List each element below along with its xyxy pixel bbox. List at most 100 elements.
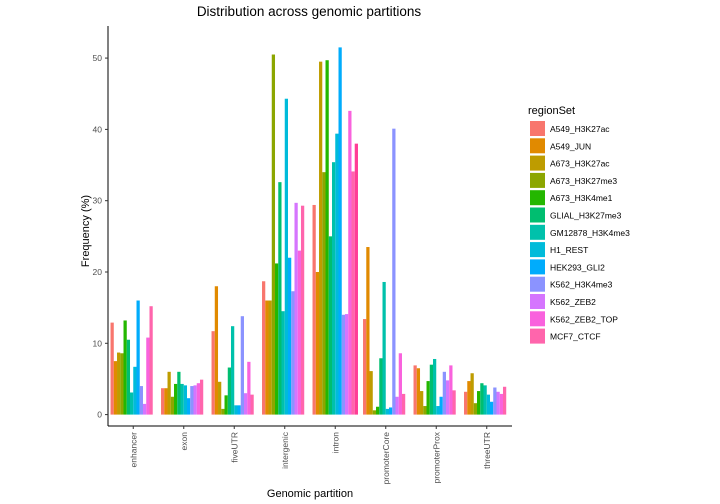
bar-fiveUTR-GLIAL_H3K27me3 [227,367,232,415]
bar-promoterCore-H1_REST [385,408,389,415]
legend-swatch [530,259,545,275]
bar-promoterProx-H1_REST [436,406,440,415]
bar-enhancer-H1_REST [133,366,137,415]
bar-exon-A673_H3K27me3 [170,396,175,415]
bar-enhancer-MCF7_CTCF [149,306,153,415]
bar-intron-MCF7_CTCF_b [354,143,358,415]
bar-intron-A549_JUN [315,271,320,415]
bar-exon-A673_H3K4me1 [174,383,178,415]
bar-promoterProx-A673_H3K27me3 [423,406,427,415]
legend-swatch [530,311,545,327]
bar-exon-A673_H3K27ac [167,371,171,415]
bars-layer [110,47,507,415]
bar-fiveUTR-HEK293_GLI2 [237,405,241,415]
bar-intron-K562_ZEB2 [344,314,349,415]
bar-enhancer-A673_H3K27me3 [120,353,124,415]
bar-fiveUTR-A549_H3K27ac [211,331,215,415]
legend-label: A673_H3K27me3 [550,176,617,186]
legend-swatch [530,172,545,188]
bar-promoterCore-K562_ZEB2 [395,396,399,415]
legend-swatch [530,138,545,154]
bar-exon-HEK293_GLI2 [187,398,191,415]
bar-intergenic-MCF7_CTCF [300,205,305,415]
bar-enhancer-GM12878_H3K4me3 [130,392,134,415]
legend-swatch [530,242,545,258]
x-tick-label: promoterProx [431,431,441,483]
bar-intron-HEK293_GLI2 [338,47,342,415]
bar-promoterCore-GLIAL_H3K27me3 [379,358,383,415]
bar-intergenic-A673_H3K27me3 [271,54,276,415]
bar-intron-A549_H3K27ac [312,204,316,415]
bar-promoterProx-A673_H3K27ac [420,391,424,415]
legend: A549_H3K27ac A549_JUN A673_H3K27ac A673_H3K… [530,121,630,344]
bar-enhancer-K562_ZEB2 [142,403,147,415]
legend-label: A549_JUN [550,141,591,151]
bar-promoterCore-A673_H3K27ac [369,371,373,415]
y-tick-label: 40 [93,124,103,134]
y-axis-title: Frequency (%) [80,195,92,267]
y-tick-label: 10 [93,338,103,348]
legend-swatch [530,155,545,171]
x-tick-label: enhancer [128,432,138,468]
bar-threeUTR-A673_H3K27me3 [473,403,478,415]
bar-promoterCore-K562_H3K4me3 [392,128,396,415]
bar-intron-H1_REST [335,133,339,415]
bar-fiveUTR-A549_JUN [214,286,219,415]
legend-label: K562_ZEB2 [550,297,596,307]
axes-layer: 0 10 20 30 40 50 enhancer exon fiveUTR intergenic… [93,26,512,484]
bar-intron-K562_H3K4me3 [341,314,345,415]
bar-enhancer-A549_JUN [113,361,118,415]
bar-threeUTR-A549_H3K27ac [464,391,468,415]
x-tick-label: exon [179,432,189,451]
bar-promoterProx-A549_H3K27ac [413,365,417,415]
bar-threeUTR-A673_H3K4me1 [477,391,481,415]
bar-fiveUTR-A673_H3K4me1 [224,395,228,415]
bar-threeUTR-MCF7_CTCF [502,386,507,415]
bar-exon-H1_REST [183,385,187,415]
bar-exon-K562_ZEB2 [193,385,197,415]
legend-label: A549_H3K27ac [550,124,610,134]
bar-intergenic-A673_H3K4me1 [275,263,279,415]
bar-exon-GLIAL_H3K27me3 [177,371,181,415]
bar-intergenic-GLIAL_H3K27me3 [278,182,282,415]
bar-fiveUTR-A673_H3K27me3 [221,408,225,415]
y-tick-label: 30 [93,196,103,206]
bar-threeUTR-H1_REST [486,394,490,415]
legend-title: regionSet [528,105,575,117]
legend-label: MCF7_CTCF [550,332,601,342]
bar-threeUTR-A549_JUN [467,381,471,415]
bar-fiveUTR-MCF7_CTCF [250,394,254,415]
bar-intergenic-A549_JUN [265,300,269,415]
bar-threeUTR-K562_ZEB2 [496,391,500,415]
bar-intron-A673_H3K27ac [319,61,323,415]
bar-intron-GLIAL_H3K27me3 [328,236,333,415]
legend-label: K562_ZEB2_TOP [550,314,618,324]
bar-promoterCore-A549_JUN [366,247,370,415]
legend-label: GM12878_H3K4me3 [550,228,630,238]
bar-exon-MCF7_CTCF [199,379,204,415]
bar-enhancer-A673_H3K27ac [117,352,121,415]
bar-promoterProx-A549_JUN [416,368,421,415]
bar-intergenic-K562_ZEB2 [294,202,298,415]
bar-threeUTR-HEK293_GLI2 [490,401,494,415]
bar-promoterCore-GM12878_H3K4me3 [382,281,386,415]
legend-swatch [530,276,545,292]
legend-swatch [530,328,545,344]
bar-exon-K562_H3K4me3 [190,386,194,415]
bar-intergenic-A549_H3K27ac [262,281,266,415]
bar-exon-A549_JUN [164,388,168,415]
bar-intergenic-GM12878_H3K4me3 [281,311,285,415]
x-tick-label: intergenic [280,431,290,469]
legend-swatch [530,207,545,223]
bar-intergenic-A673_H3K27ac [268,300,272,415]
x-tick-label: promoterCore [381,432,391,485]
bar-promoterCore-HEK293_GLI2 [389,407,393,415]
bar-promoterProx-K562_ZEB2_TOP [449,365,453,415]
legend-label: HEK293_GLI2 [550,262,605,272]
bar-promoterCore-A549_H3K27ac [363,319,367,415]
bar-threeUTR-K562_ZEB2_TOP [499,393,503,415]
y-tick-label: 50 [93,53,103,63]
x-axis-title: Genomic partition [267,488,353,500]
bar-exon-GM12878_H3K4me3 [180,383,184,415]
